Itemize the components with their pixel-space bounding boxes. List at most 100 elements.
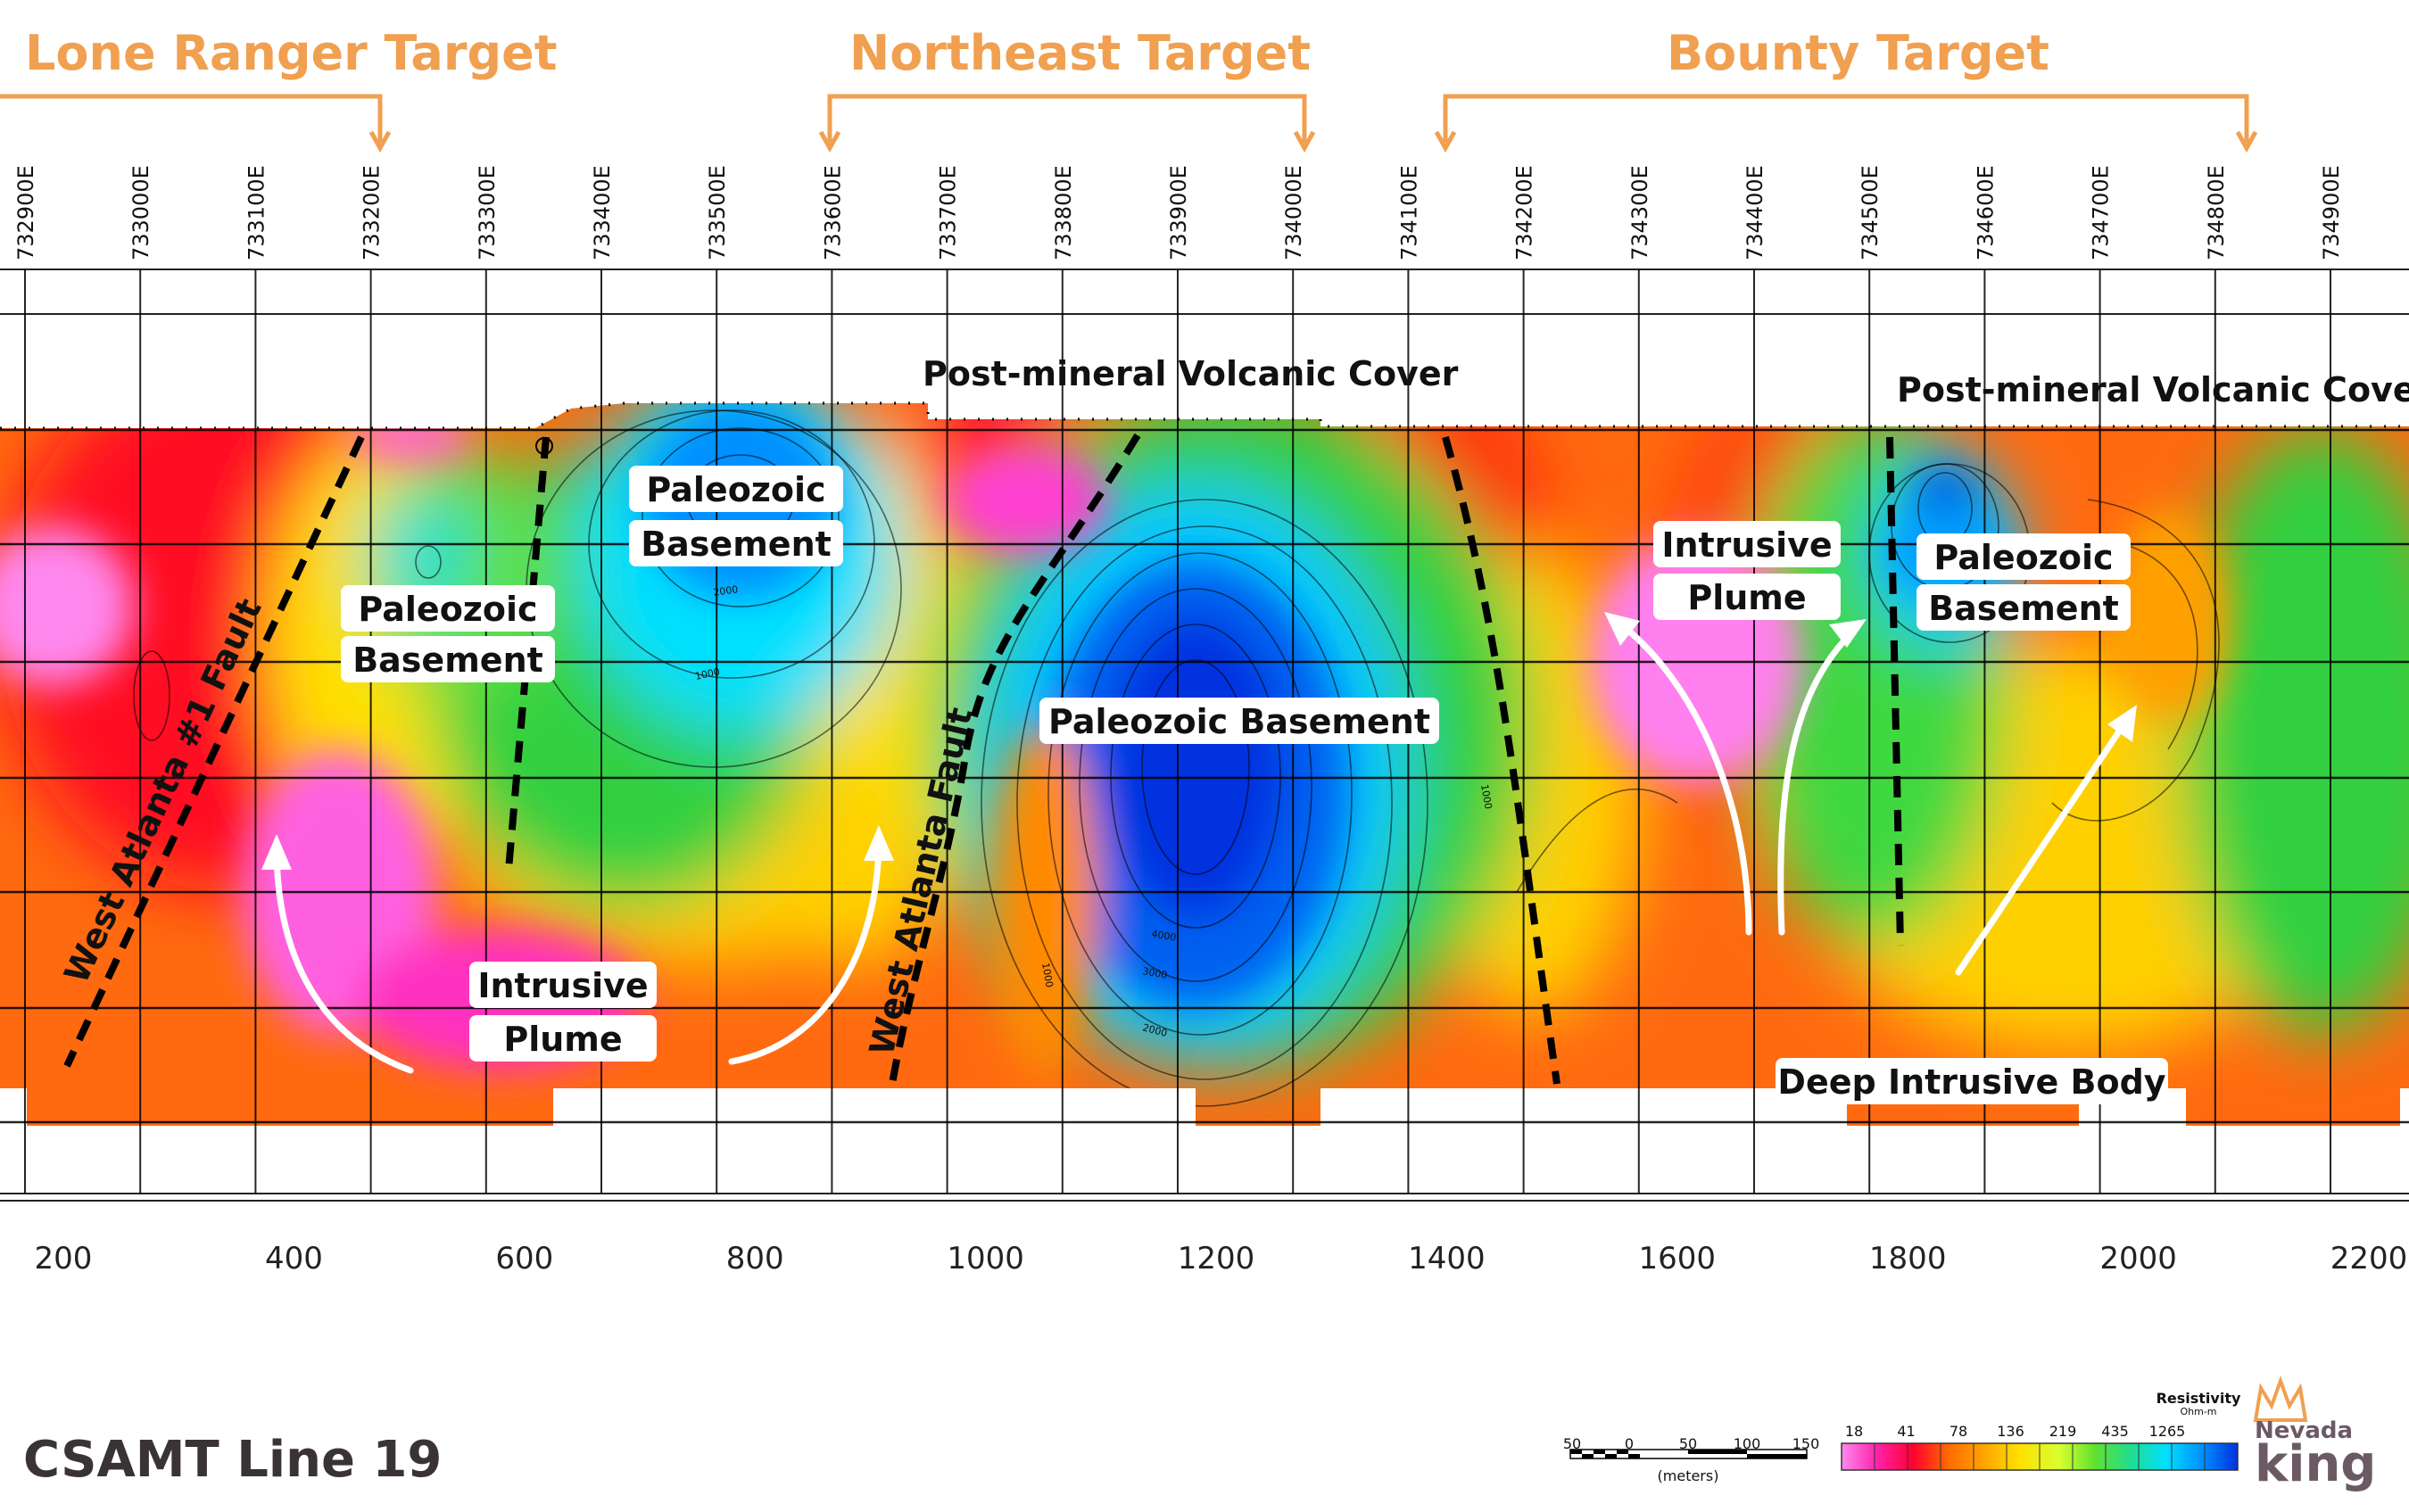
arrow-path — [1611, 616, 1752, 936]
legend-tick-label: 41 — [1897, 1423, 1915, 1440]
easting-label: 733700E — [936, 165, 961, 260]
label-paleo-top-2: Basement — [641, 525, 832, 564]
easting-label: 734200E — [1512, 165, 1537, 260]
arrow-up-icon — [1604, 612, 1640, 646]
fault-west-atlanta — [889, 433, 1141, 1085]
distance-tick-label: 1200 — [1178, 1241, 1255, 1277]
label-box — [1653, 574, 1841, 620]
bracket-arrow-icon — [368, 130, 392, 153]
contour-label: 1000 — [1039, 962, 1055, 988]
fault-west-atlanta-1 — [63, 435, 365, 1068]
bracket-northeast — [827, 94, 1307, 143]
easting-label: 733300E — [475, 165, 500, 260]
distance-tick-label: 1400 — [1408, 1241, 1486, 1277]
label-box — [341, 585, 555, 632]
legend-tick-label: 1265 — [2149, 1423, 2186, 1440]
bracket-arrow-icon — [1434, 130, 2258, 153]
easting-label: 733500E — [705, 165, 730, 260]
bracket-bounty — [1443, 94, 2249, 143]
flow-arrows — [273, 616, 2132, 1074]
label-box — [629, 466, 843, 512]
easting-label: 733000E — [128, 165, 153, 260]
distance-tick-label: 2200 — [2330, 1241, 2408, 1277]
label-paleo-left-1: Paleozoic — [358, 590, 537, 629]
label-plume-right-1: Intrusive — [1661, 525, 1832, 565]
target-brackets: Lone Ranger Target Northeast Target Boun… — [0, 25, 2258, 153]
scale-tick: 50 — [1563, 1435, 1581, 1452]
contour-label: 2000 — [713, 583, 740, 599]
easting-label: 734300E — [1627, 165, 1652, 260]
fault-bounty — [1886, 436, 1904, 946]
label-box — [629, 520, 843, 566]
label-plume-left-2: Plume — [503, 1020, 622, 1059]
arrow-path — [1955, 715, 2132, 976]
label-box — [1776, 1058, 2168, 1104]
easting-label: 733200E — [360, 165, 385, 260]
label-box — [341, 636, 555, 682]
easting-label: 733600E — [820, 165, 845, 260]
target-label-bounty: Bounty Target — [1667, 25, 2049, 81]
distance-tick-label: 400 — [265, 1241, 323, 1277]
arrow-path — [728, 835, 882, 1065]
logo-line-2: king — [2255, 1435, 2376, 1493]
label-box — [1916, 584, 2131, 631]
distance-tick-label: 200 — [35, 1241, 93, 1277]
label-box — [469, 1015, 657, 1062]
legend-tick-label: 78 — [1950, 1423, 1967, 1440]
scale-tick: 50 — [1679, 1435, 1697, 1452]
easting-label: 733400E — [590, 165, 615, 260]
easting-label: 734100E — [1396, 165, 1421, 260]
easting-label: 732900E — [13, 165, 38, 260]
resistivity-legend: Resistivity Ohm-m 18 41 78 136 219 435 1265 — [1841, 1390, 2241, 1471]
logo-line-1: Nevada — [2255, 1417, 2353, 1444]
contour-label: 1000 — [694, 665, 721, 682]
distance-tick-label: 2000 — [2099, 1241, 2177, 1277]
contour-label: 4000 — [1150, 928, 1177, 944]
easting-label: 733900E — [1166, 165, 1191, 260]
distance-tick-label: 1800 — [1869, 1241, 1947, 1277]
crown-icon — [2253, 1376, 2308, 1422]
contour-label: 3000 — [1141, 965, 1168, 981]
legend-tick-label: 435 — [2101, 1423, 2129, 1440]
scale-tick: 150 — [1792, 1435, 1820, 1452]
label-cover-right: Post-mineral Volcanic Cover — [1897, 370, 2409, 409]
legend-tick-label: 136 — [1997, 1423, 2024, 1440]
bracket-arrow-icon — [818, 130, 1316, 153]
easting-label: 734800E — [2204, 165, 2229, 260]
scale-unit: (meters) — [1658, 1467, 1719, 1484]
target-label-lone-ranger: Lone Ranger Target — [25, 25, 558, 81]
easting-label: 734900E — [2319, 165, 2344, 260]
easting-label: 733800E — [1051, 165, 1076, 260]
distance-tick-label: 1000 — [947, 1241, 1024, 1277]
distance-tick-label: 800 — [726, 1241, 784, 1277]
label-paleo-top-1: Paleozoic — [646, 470, 825, 509]
arrow-up-icon — [261, 834, 292, 870]
arrow-up-icon — [2107, 705, 2137, 742]
fault-northeast-east — [1442, 435, 1560, 1085]
legend-title: Resistivity — [2157, 1390, 2241, 1407]
label-paleo-right-2: Basement — [1928, 589, 2119, 628]
easting-labels: 732900E 733000E 733100E 733200E 733300E 73340… — [13, 165, 2344, 260]
legend-tick-label: 219 — [2049, 1423, 2077, 1440]
contour-label: 1000 — [1478, 783, 1494, 810]
easting-label: 734600E — [1973, 165, 1998, 260]
label-plume-right-2: Plume — [1687, 578, 1806, 617]
label-paleo-right-1: Paleozoic — [1933, 538, 2113, 577]
scale-tick: 100 — [1734, 1435, 1761, 1452]
label-box — [469, 962, 657, 1008]
label-plume-left-1: Intrusive — [477, 966, 648, 1005]
unit-labels: Post-mineral Volcanic Cover Post-mineral… — [341, 354, 2409, 1104]
scale-bar: 50 0 50 100 150 (meters) — [1563, 1435, 1819, 1484]
easting-label: 734700E — [2089, 165, 2114, 260]
label-box — [1916, 533, 2131, 580]
label-paleo-center: Paleozoic Basement — [1048, 702, 1430, 741]
easting-label: 734400E — [1743, 165, 1767, 260]
bracket-lone-ranger — [0, 94, 383, 143]
distance-tick-label: 600 — [495, 1241, 553, 1277]
arrow-up-icon — [864, 825, 894, 861]
distance-axis: 200 400 600 800 1000 1200 1400 1600 1800 2000 2200 — [35, 1241, 2408, 1277]
arrow-path — [1777, 625, 1859, 936]
label-cover-left: Post-mineral Volcanic Cover — [923, 354, 1459, 393]
legend-tick-label: 18 — [1845, 1423, 1863, 1440]
easting-label: 734000E — [1281, 165, 1306, 260]
